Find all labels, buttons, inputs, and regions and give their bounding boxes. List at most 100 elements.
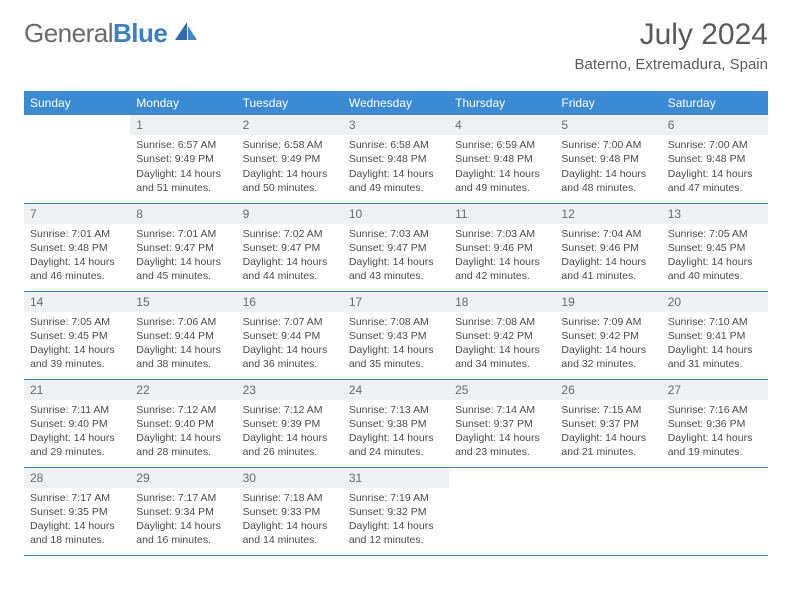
day-number: 25 (449, 380, 555, 400)
daylight-line2: and 18 minutes. (30, 533, 124, 547)
day-number: 19 (555, 292, 661, 312)
daylight-line2: and 23 minutes. (455, 445, 549, 459)
sunrise-text: Sunrise: 7:11 AM (30, 403, 124, 417)
day-number: 17 (343, 292, 449, 312)
daylight-line1: Daylight: 14 hours (349, 255, 443, 269)
sunset-text: Sunset: 9:47 PM (349, 241, 443, 255)
sunset-text: Sunset: 9:35 PM (30, 505, 124, 519)
sunset-text: Sunset: 9:46 PM (455, 241, 549, 255)
daylight-line1: Daylight: 14 hours (136, 431, 230, 445)
daylight-line2: and 42 minutes. (455, 269, 549, 283)
calendar-cell: 13Sunrise: 7:05 AMSunset: 9:45 PMDayligh… (662, 203, 768, 291)
daylight-line1: Daylight: 14 hours (561, 343, 655, 357)
calendar-cell: 26Sunrise: 7:15 AMSunset: 9:37 PMDayligh… (555, 379, 661, 467)
calendar-cell: 28Sunrise: 7:17 AMSunset: 9:35 PMDayligh… (24, 467, 130, 555)
header: GeneralBlue July 2024 Baterno, Extremadu… (24, 18, 768, 73)
day-number: 9 (237, 204, 343, 224)
sunrise-text: Sunrise: 7:07 AM (243, 315, 337, 329)
sunset-text: Sunset: 9:48 PM (30, 241, 124, 255)
sunset-text: Sunset: 9:39 PM (243, 417, 337, 431)
brand-text-2: Blue (113, 18, 167, 48)
daylight-line1: Daylight: 14 hours (243, 167, 337, 181)
day-number: 31 (343, 468, 449, 488)
daylight-line2: and 49 minutes. (455, 181, 549, 195)
daylight-line2: and 32 minutes. (561, 357, 655, 371)
sunrise-text: Sunrise: 7:14 AM (455, 403, 549, 417)
sunset-text: Sunset: 9:45 PM (30, 329, 124, 343)
calendar-cell: 22Sunrise: 7:12 AMSunset: 9:40 PMDayligh… (130, 379, 236, 467)
calendar-body: 1Sunrise: 6:57 AMSunset: 9:49 PMDaylight… (24, 115, 768, 555)
calendar-cell: 9Sunrise: 7:02 AMSunset: 9:47 PMDaylight… (237, 203, 343, 291)
sunrise-text: Sunrise: 7:13 AM (349, 403, 443, 417)
daylight-line2: and 12 minutes. (349, 533, 443, 547)
calendar-row: 28Sunrise: 7:17 AMSunset: 9:35 PMDayligh… (24, 467, 768, 555)
day-body: Sunrise: 7:13 AMSunset: 9:38 PMDaylight:… (343, 402, 449, 464)
calendar-cell: 19Sunrise: 7:09 AMSunset: 9:42 PMDayligh… (555, 291, 661, 379)
daylight-line2: and 45 minutes. (136, 269, 230, 283)
day-number: 18 (449, 292, 555, 312)
sunrise-text: Sunrise: 7:12 AM (243, 403, 337, 417)
calendar-cell: 27Sunrise: 7:16 AMSunset: 9:36 PMDayligh… (662, 379, 768, 467)
day-body: Sunrise: 7:05 AMSunset: 9:45 PMDaylight:… (24, 314, 130, 376)
sunset-text: Sunset: 9:49 PM (243, 152, 337, 166)
sunrise-text: Sunrise: 7:03 AM (349, 227, 443, 241)
sunrise-text: Sunrise: 7:16 AM (668, 403, 762, 417)
calendar-cell: 14Sunrise: 7:05 AMSunset: 9:45 PMDayligh… (24, 291, 130, 379)
weekday-header: Monday (130, 91, 236, 115)
day-number: 27 (662, 380, 768, 400)
day-number: 6 (662, 115, 768, 135)
daylight-line2: and 28 minutes. (136, 445, 230, 459)
daylight-line1: Daylight: 14 hours (243, 255, 337, 269)
sunset-text: Sunset: 9:48 PM (349, 152, 443, 166)
day-body: Sunrise: 7:06 AMSunset: 9:44 PMDaylight:… (130, 314, 236, 376)
day-number: 28 (24, 468, 130, 488)
day-number: 3 (343, 115, 449, 135)
day-body: Sunrise: 7:19 AMSunset: 9:32 PMDaylight:… (343, 490, 449, 552)
sunset-text: Sunset: 9:48 PM (668, 152, 762, 166)
daylight-line2: and 24 minutes. (349, 445, 443, 459)
brand-text-1: General (24, 18, 113, 48)
sunset-text: Sunset: 9:42 PM (455, 329, 549, 343)
day-number: 24 (343, 380, 449, 400)
day-body: Sunrise: 6:59 AMSunset: 9:48 PMDaylight:… (449, 137, 555, 199)
daylight-line1: Daylight: 14 hours (668, 343, 762, 357)
day-body: Sunrise: 7:15 AMSunset: 9:37 PMDaylight:… (555, 402, 661, 464)
day-number: 23 (237, 380, 343, 400)
sunrise-text: Sunrise: 7:06 AM (136, 315, 230, 329)
day-body: Sunrise: 7:07 AMSunset: 9:44 PMDaylight:… (237, 314, 343, 376)
sunrise-text: Sunrise: 7:05 AM (668, 227, 762, 241)
day-body: Sunrise: 7:03 AMSunset: 9:47 PMDaylight:… (343, 226, 449, 288)
calendar-cell: 21Sunrise: 7:11 AMSunset: 9:40 PMDayligh… (24, 379, 130, 467)
daylight-line2: and 51 minutes. (136, 181, 230, 195)
sunrise-text: Sunrise: 7:03 AM (455, 227, 549, 241)
daylight-line1: Daylight: 14 hours (136, 167, 230, 181)
sunset-text: Sunset: 9:40 PM (136, 417, 230, 431)
daylight-line1: Daylight: 14 hours (561, 167, 655, 181)
sunset-text: Sunset: 9:48 PM (561, 152, 655, 166)
day-number: 12 (555, 204, 661, 224)
sunrise-text: Sunrise: 7:12 AM (136, 403, 230, 417)
calendar-cell: 17Sunrise: 7:08 AMSunset: 9:43 PMDayligh… (343, 291, 449, 379)
calendar-cell: 6Sunrise: 7:00 AMSunset: 9:48 PMDaylight… (662, 115, 768, 203)
daylight-line1: Daylight: 14 hours (455, 255, 549, 269)
sunrise-text: Sunrise: 6:57 AM (136, 138, 230, 152)
calendar-row: 1Sunrise: 6:57 AMSunset: 9:49 PMDaylight… (24, 115, 768, 203)
day-body: Sunrise: 7:17 AMSunset: 9:35 PMDaylight:… (24, 490, 130, 552)
day-body: Sunrise: 7:10 AMSunset: 9:41 PMDaylight:… (662, 314, 768, 376)
sunrise-text: Sunrise: 7:17 AM (30, 491, 124, 505)
weekday-header: Thursday (449, 91, 555, 115)
calendar-cell: 20Sunrise: 7:10 AMSunset: 9:41 PMDayligh… (662, 291, 768, 379)
day-body: Sunrise: 7:03 AMSunset: 9:46 PMDaylight:… (449, 226, 555, 288)
sunrise-text: Sunrise: 7:17 AM (136, 491, 230, 505)
sunset-text: Sunset: 9:32 PM (349, 505, 443, 519)
daylight-line2: and 31 minutes. (668, 357, 762, 371)
daylight-line1: Daylight: 14 hours (136, 519, 230, 533)
calendar-cell: 8Sunrise: 7:01 AMSunset: 9:47 PMDaylight… (130, 203, 236, 291)
sunrise-text: Sunrise: 7:05 AM (30, 315, 124, 329)
calendar-cell: 5Sunrise: 7:00 AMSunset: 9:48 PMDaylight… (555, 115, 661, 203)
day-body: Sunrise: 6:58 AMSunset: 9:48 PMDaylight:… (343, 137, 449, 199)
day-number: 14 (24, 292, 130, 312)
day-body: Sunrise: 7:17 AMSunset: 9:34 PMDaylight:… (130, 490, 236, 552)
daylight-line1: Daylight: 14 hours (136, 255, 230, 269)
sunset-text: Sunset: 9:38 PM (349, 417, 443, 431)
